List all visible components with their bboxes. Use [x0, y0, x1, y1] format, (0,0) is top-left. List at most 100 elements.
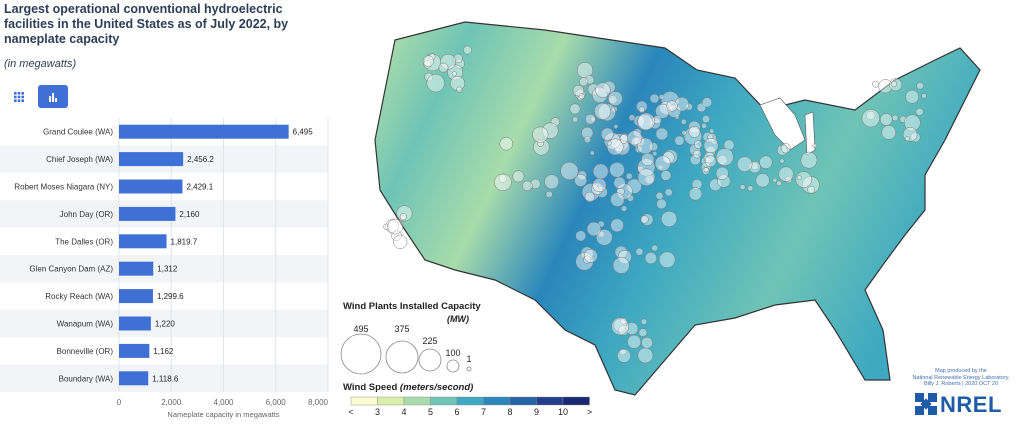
bar-view-button[interactable] — [38, 85, 68, 108]
speed-label: > — [587, 407, 592, 417]
wind-plant-marker — [717, 174, 731, 188]
wind-plant-marker — [910, 132, 921, 143]
wind-plant-marker — [658, 164, 664, 170]
bar[interactable] — [119, 206, 176, 221]
speed-swatch — [430, 396, 458, 406]
nrel-logo-text: NREL — [940, 392, 1002, 417]
lake-michigan — [804, 111, 816, 156]
wind-plant-marker — [704, 155, 717, 168]
wind-plant-marker — [736, 156, 753, 172]
wind-plant-marker — [915, 107, 924, 116]
wind-plant-marker — [660, 170, 672, 181]
wind-plant-marker — [530, 178, 541, 190]
wind-plant-marker — [662, 151, 675, 164]
map-credit: Map produced by the National Renewable E… — [901, 368, 1021, 388]
wind-plant-marker — [701, 123, 707, 129]
wind-plant-marker — [880, 113, 893, 126]
wind-plant-marker — [612, 256, 630, 274]
value-label: 2,429.1 — [186, 183, 213, 192]
bar[interactable] — [119, 261, 154, 276]
category-label: Grand Coulee (WA) — [43, 128, 113, 137]
wind-plant-marker — [636, 137, 654, 155]
wind-plant-marker — [903, 114, 921, 132]
bar[interactable] — [119, 124, 289, 139]
wind-plant-marker — [617, 249, 632, 264]
value-label: 1,299.6 — [157, 292, 184, 301]
wind-plant-marker — [463, 45, 472, 55]
bar[interactable] — [119, 371, 149, 386]
x-axis-label: Nameplate capacity in megawatts — [167, 410, 279, 419]
x-tick-label: 0 — [117, 398, 122, 407]
wind-plant-marker — [569, 103, 581, 115]
wind-plant-marker — [641, 213, 654, 226]
bar[interactable] — [119, 289, 153, 304]
wind-plant-marker — [709, 128, 715, 134]
wind-plant-marker — [583, 136, 592, 144]
bar[interactable] — [119, 179, 183, 194]
table-view-button[interactable] — [4, 85, 34, 108]
grid-icon — [14, 91, 24, 102]
wind-plant-marker — [640, 318, 648, 325]
wind-plant-marker — [747, 185, 754, 192]
wind-plant-marker — [796, 175, 802, 181]
value-label: 6,495 — [293, 128, 314, 137]
wind-plant-marker — [694, 140, 703, 149]
value-label: 2,160 — [179, 210, 200, 219]
wind-plant-marker — [755, 173, 770, 188]
wind-plant-marker — [387, 218, 404, 235]
wind-plant-marker — [748, 161, 761, 174]
wind-plant-marker — [542, 122, 559, 139]
chart-subtitle: (in megawatts) — [4, 58, 77, 70]
speed-swatch — [562, 396, 590, 406]
wind-plant-marker — [595, 82, 611, 98]
bubble-100 — [446, 359, 460, 373]
bar[interactable] — [119, 343, 150, 358]
wind-plant-marker — [779, 158, 785, 164]
wind-plant-marker — [703, 167, 709, 173]
wind-plant-marker — [585, 75, 595, 85]
speed-label: < — [348, 407, 353, 417]
wind-plant-marker — [499, 137, 513, 151]
wind-plant-marker — [707, 133, 717, 143]
wind-plant-marker — [393, 234, 408, 249]
wind-plant-marker — [637, 112, 656, 131]
wind-plant-marker — [440, 53, 456, 70]
wind-plant-marker — [627, 130, 643, 146]
wind-plant-marker — [424, 72, 434, 82]
bar[interactable] — [119, 152, 184, 167]
wind-plant-marker — [807, 185, 816, 194]
speed-swatch — [536, 396, 564, 406]
nrel-logo-icon — [915, 393, 937, 415]
wind-plant-marker — [512, 170, 525, 183]
bubble-label-495: 495 — [353, 324, 368, 334]
wind-plant-marker — [658, 94, 665, 100]
wind-plant-marker — [701, 156, 711, 167]
wind-plant-marker — [691, 179, 703, 190]
wind-plant-marker — [638, 328, 648, 337]
wind-plant-marker — [709, 178, 722, 192]
row-band — [0, 255, 328, 283]
bubble-label-1: 1 — [466, 354, 471, 364]
wind-plant-marker — [654, 155, 671, 172]
wind-plant-marker — [619, 348, 627, 356]
wind-plant-marker — [618, 325, 629, 336]
wind-plant-marker — [607, 91, 623, 107]
wind-plant-marker — [641, 152, 655, 167]
wind-plant-marker — [606, 140, 612, 146]
wind-plant-marker — [608, 95, 618, 104]
x-tick-label: 2,000 — [161, 398, 182, 407]
bar[interactable] — [119, 234, 167, 249]
value-label: 1,162 — [153, 347, 174, 356]
wind-plant-marker — [681, 130, 687, 136]
value-label: 1,220 — [155, 320, 176, 329]
wind-plant-marker — [739, 184, 746, 190]
bar[interactable] — [119, 316, 151, 331]
wind-plant-marker — [891, 114, 899, 122]
wind-plant-marker — [610, 218, 624, 233]
wind-plant-marker — [422, 55, 435, 67]
wind-plant-marker — [644, 252, 657, 265]
bubble-label-100: 100 — [445, 348, 460, 358]
wind-plant-marker — [544, 174, 560, 190]
row-band — [0, 364, 328, 392]
wind-plant-marker — [812, 143, 818, 149]
